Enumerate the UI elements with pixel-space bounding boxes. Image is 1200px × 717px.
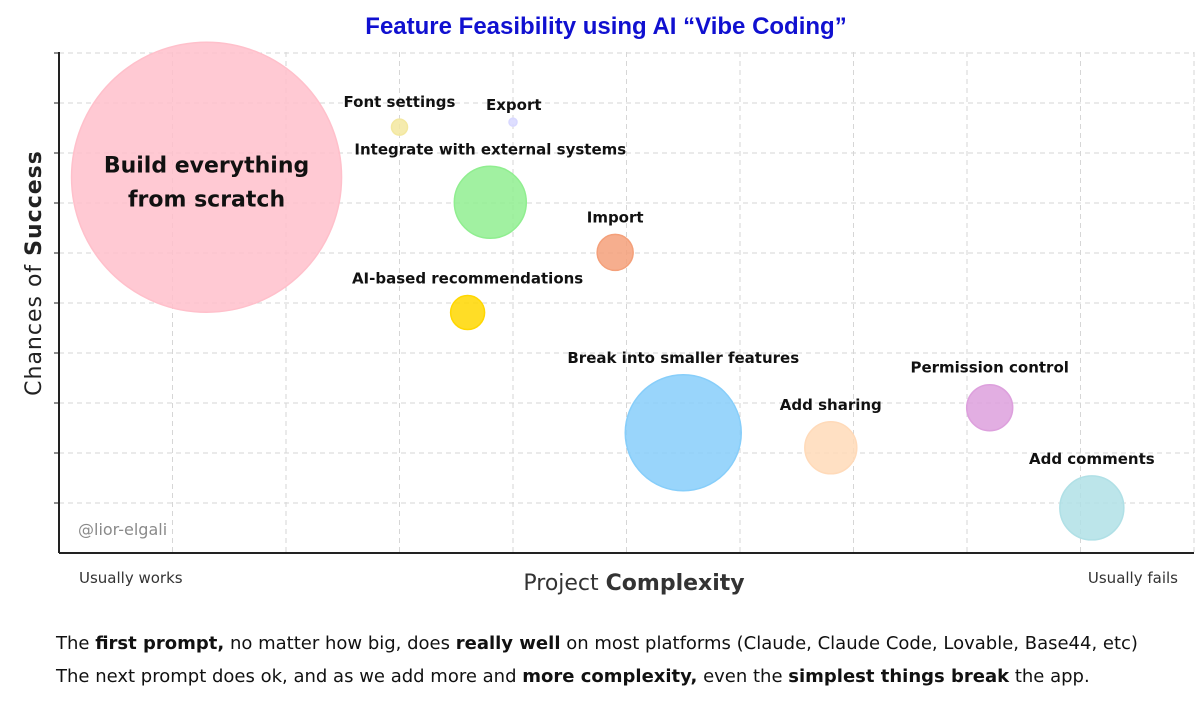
bubble-label: Add comments	[1029, 450, 1155, 468]
axis-label-part: Success	[22, 150, 47, 256]
bubble-point	[70, 41, 343, 313]
bubble-label: Font settings	[344, 93, 456, 111]
bubble-point	[449, 294, 486, 331]
footer-text-part: simplest things break	[788, 666, 1010, 687]
bubble-label: Import	[587, 208, 644, 226]
axis-label-part: Chances of	[22, 256, 47, 396]
bubble-point	[1059, 475, 1125, 541]
bubble-label: Permission control	[910, 359, 1068, 377]
footer-text-part: the app.	[1009, 666, 1090, 687]
bubble-label: Build everything from scratch	[104, 153, 309, 212]
bubble-point	[596, 233, 634, 272]
bubble-point	[804, 421, 858, 475]
bubble-labels: Build everything from scratch Font setting…	[104, 93, 1155, 468]
bubble-point	[390, 118, 409, 136]
x-axis-right-label: Usually fails	[1088, 569, 1178, 587]
bubble-label-line: Build everything	[104, 153, 309, 178]
bubble-label: Integrate with external systems	[354, 140, 626, 158]
footer-text-part: more complexity,	[522, 666, 698, 687]
x-axis-left-label: Usually works	[79, 569, 183, 587]
axis-label-part: Complexity	[606, 571, 745, 596]
bubble-point	[508, 117, 518, 127]
footer-text-part: on most platforms (Claude, Claude Code, …	[560, 633, 1138, 654]
x-axis-label: Project Complexity	[523, 571, 744, 596]
bubble-chart: Feature Feasibility using AI “Vibe Codin…	[22, 13, 1195, 596]
footer-line-2: The next prompt does ok, and as we add m…	[56, 666, 1196, 687]
footer-text-part: even the	[697, 666, 789, 687]
bubble-label: Export	[486, 96, 542, 114]
footer-text-part: The next prompt does ok, and as we add m…	[56, 666, 523, 687]
y-axis-label: Chances of Success	[22, 150, 47, 396]
bubble-series	[70, 41, 1125, 541]
footer-text-part: The	[56, 633, 96, 654]
bubble-point	[453, 165, 528, 240]
footer-text-part: no matter how big, does	[224, 633, 456, 654]
footer-text-part: really well	[455, 633, 561, 654]
bubble-label: Break into smaller features	[567, 349, 799, 367]
axis-label-part: Project	[523, 571, 605, 596]
footer-text-part: first prompt,	[95, 633, 225, 654]
bubble-point	[624, 374, 742, 492]
watermark: @lior-elgali	[78, 520, 167, 539]
bubble-label: Add sharing	[780, 396, 882, 414]
bubble-label: AI-based recommendations	[352, 270, 583, 288]
bubble-point	[965, 383, 1014, 432]
bubble-label-line: from scratch	[128, 187, 285, 212]
chart-title: Feature Feasibility using AI “Vibe Codin…	[365, 13, 846, 40]
footer-line-1: The first prompt, no matter how big, doe…	[56, 633, 1196, 654]
